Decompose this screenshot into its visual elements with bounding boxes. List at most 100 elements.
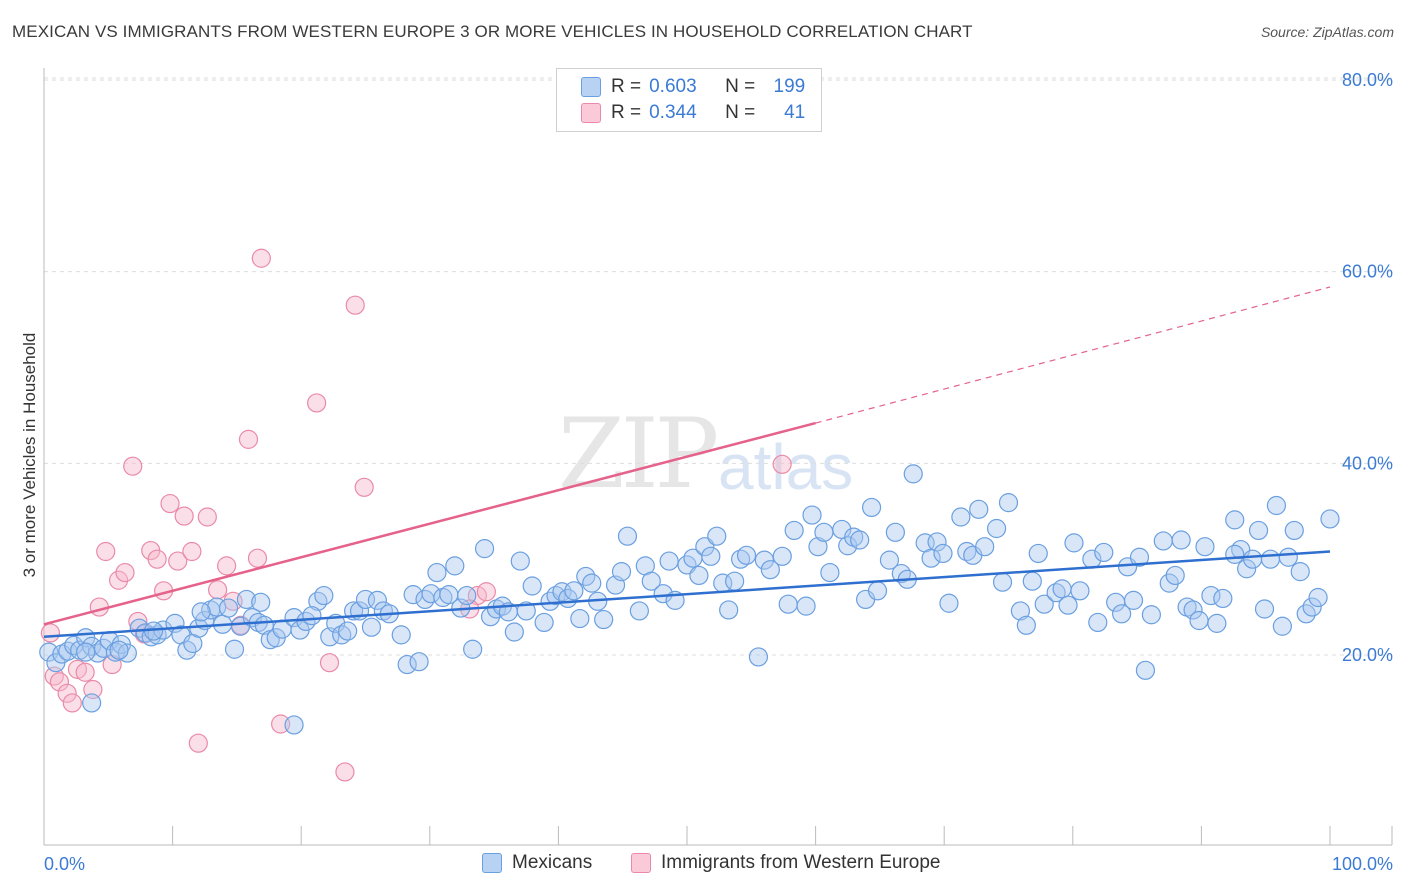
- immigrants-point: [247, 548, 268, 568]
- mexicans-point: [516, 601, 536, 621]
- mexicans-trend-line: [43, 550, 1331, 639]
- immigrants-point: [160, 493, 180, 514]
- mexicans-point: [1207, 613, 1227, 633]
- mexicans-point: [1195, 537, 1215, 557]
- mexicans-point: [969, 499, 989, 519]
- trend-lines: [43, 286, 1331, 639]
- immigrants-point: [772, 454, 792, 474]
- x-tick-label-min: 0.0%: [44, 854, 85, 874]
- mexicans-point: [457, 585, 477, 606]
- mexicans-point: [867, 581, 888, 601]
- mexicans-point: [522, 576, 542, 596]
- mexicans-point: [427, 562, 447, 583]
- gridlines: [44, 77, 1392, 656]
- mexicans-point: [397, 654, 417, 675]
- mexicans-point: [296, 611, 316, 632]
- mexicans-point: [409, 652, 429, 672]
- mexicans-point: [224, 639, 245, 659]
- mexicans-point: [1254, 599, 1275, 619]
- mexicans-point: [445, 556, 465, 576]
- immigrants-point: [188, 733, 208, 753]
- mexicans-point: [1058, 595, 1078, 615]
- series-immigrants-points: [40, 248, 792, 782]
- mexicans-point: [1248, 520, 1269, 541]
- mexicans-point: [82, 693, 102, 713]
- mexicans-point: [1052, 579, 1072, 599]
- mexicans-point: [748, 647, 769, 667]
- mexicans-point: [939, 593, 959, 613]
- mexicans-point: [1260, 549, 1281, 569]
- series-mexicans-points: [39, 464, 1340, 735]
- mexicans-point: [391, 625, 411, 645]
- mexicans-point: [879, 550, 900, 570]
- mexicans-point: [367, 590, 388, 610]
- mexicans-point: [754, 550, 774, 570]
- tick-labels: 20.0% 40.0% 60.0% 80.0% 0.0% 100.0%: [44, 70, 1393, 874]
- immigrants-point: [57, 683, 77, 703]
- mexicans-point: [504, 622, 524, 642]
- mexicans-point: [1034, 594, 1054, 614]
- legend-r-label: R =: [611, 102, 642, 123]
- mexicans-point: [361, 617, 382, 637]
- mexicans-point: [1022, 571, 1042, 591]
- mexicans-point: [641, 571, 661, 591]
- immigrants-point: [182, 541, 202, 562]
- mexicans-point: [1225, 544, 1245, 564]
- mexicans-point: [1016, 615, 1036, 635]
- mexicans-point: [1123, 590, 1144, 610]
- immigrants-point: [168, 551, 188, 571]
- immigrants-point: [251, 248, 271, 268]
- immigrants-point: [96, 541, 116, 562]
- mexicans-point: [820, 562, 840, 583]
- mexicans-point: [1112, 604, 1132, 624]
- bottom-legend-label-immigrants: Immigrants from Western Europe: [661, 852, 941, 873]
- legend-r-value: 0.603: [649, 76, 697, 97]
- y-tick-label: 60.0%: [1342, 262, 1393, 282]
- mexicans-point: [736, 545, 757, 565]
- immigrants-point: [67, 659, 88, 679]
- mexicans-point: [218, 598, 239, 618]
- mexicans-point: [76, 642, 96, 662]
- mexicans-point: [251, 592, 271, 612]
- mexicans-point: [1028, 543, 1048, 564]
- immigrants-point: [49, 672, 70, 692]
- immigrants-point: [307, 393, 327, 413]
- mexicans-point: [992, 572, 1013, 592]
- mexicans-point: [975, 537, 995, 557]
- mexicans-point: [582, 573, 602, 593]
- mexicans-point: [1213, 588, 1233, 609]
- mexicans-point: [1070, 581, 1090, 601]
- y-tick-label: 80.0%: [1342, 70, 1393, 90]
- bottom-legend-mexicans: Mexicans: [482, 852, 592, 874]
- mexicans-point: [1272, 616, 1292, 636]
- y-tick-label: 20.0%: [1342, 645, 1393, 665]
- immigrants-point: [62, 693, 82, 713]
- mexicans-point: [1165, 565, 1185, 586]
- mexicans-point: [564, 581, 584, 601]
- mexicans-point: [659, 551, 679, 571]
- mexicans-point: [784, 520, 804, 541]
- mexicans-point: [93, 638, 114, 658]
- mexicans-point: [1183, 600, 1203, 620]
- mexicans-point: [1094, 542, 1114, 563]
- mexicans-point: [463, 639, 483, 659]
- immigrants-trend-extension: [815, 286, 1331, 424]
- legend-swatch-blue: [581, 77, 601, 97]
- mexicans-point: [951, 507, 971, 527]
- legend-r-label: R =: [611, 76, 642, 97]
- mexicans-point: [1141, 605, 1161, 625]
- mexicans-point: [1243, 549, 1263, 569]
- immigrants-point: [476, 582, 496, 602]
- immigrants-point: [75, 662, 95, 682]
- mexicans-point: [338, 621, 358, 641]
- immigrants-point: [335, 762, 355, 782]
- mexicans-point: [284, 715, 304, 735]
- mexicans-point: [1284, 520, 1304, 541]
- mexicans-point: [653, 584, 673, 604]
- immigrants-trend-line: [43, 421, 816, 626]
- mexicans-point: [510, 551, 530, 571]
- legend-n-label: N =: [725, 102, 756, 123]
- legend-row-mexicans: R = 0.603 N = 199: [581, 75, 805, 99]
- mexicans-point: [1266, 495, 1287, 516]
